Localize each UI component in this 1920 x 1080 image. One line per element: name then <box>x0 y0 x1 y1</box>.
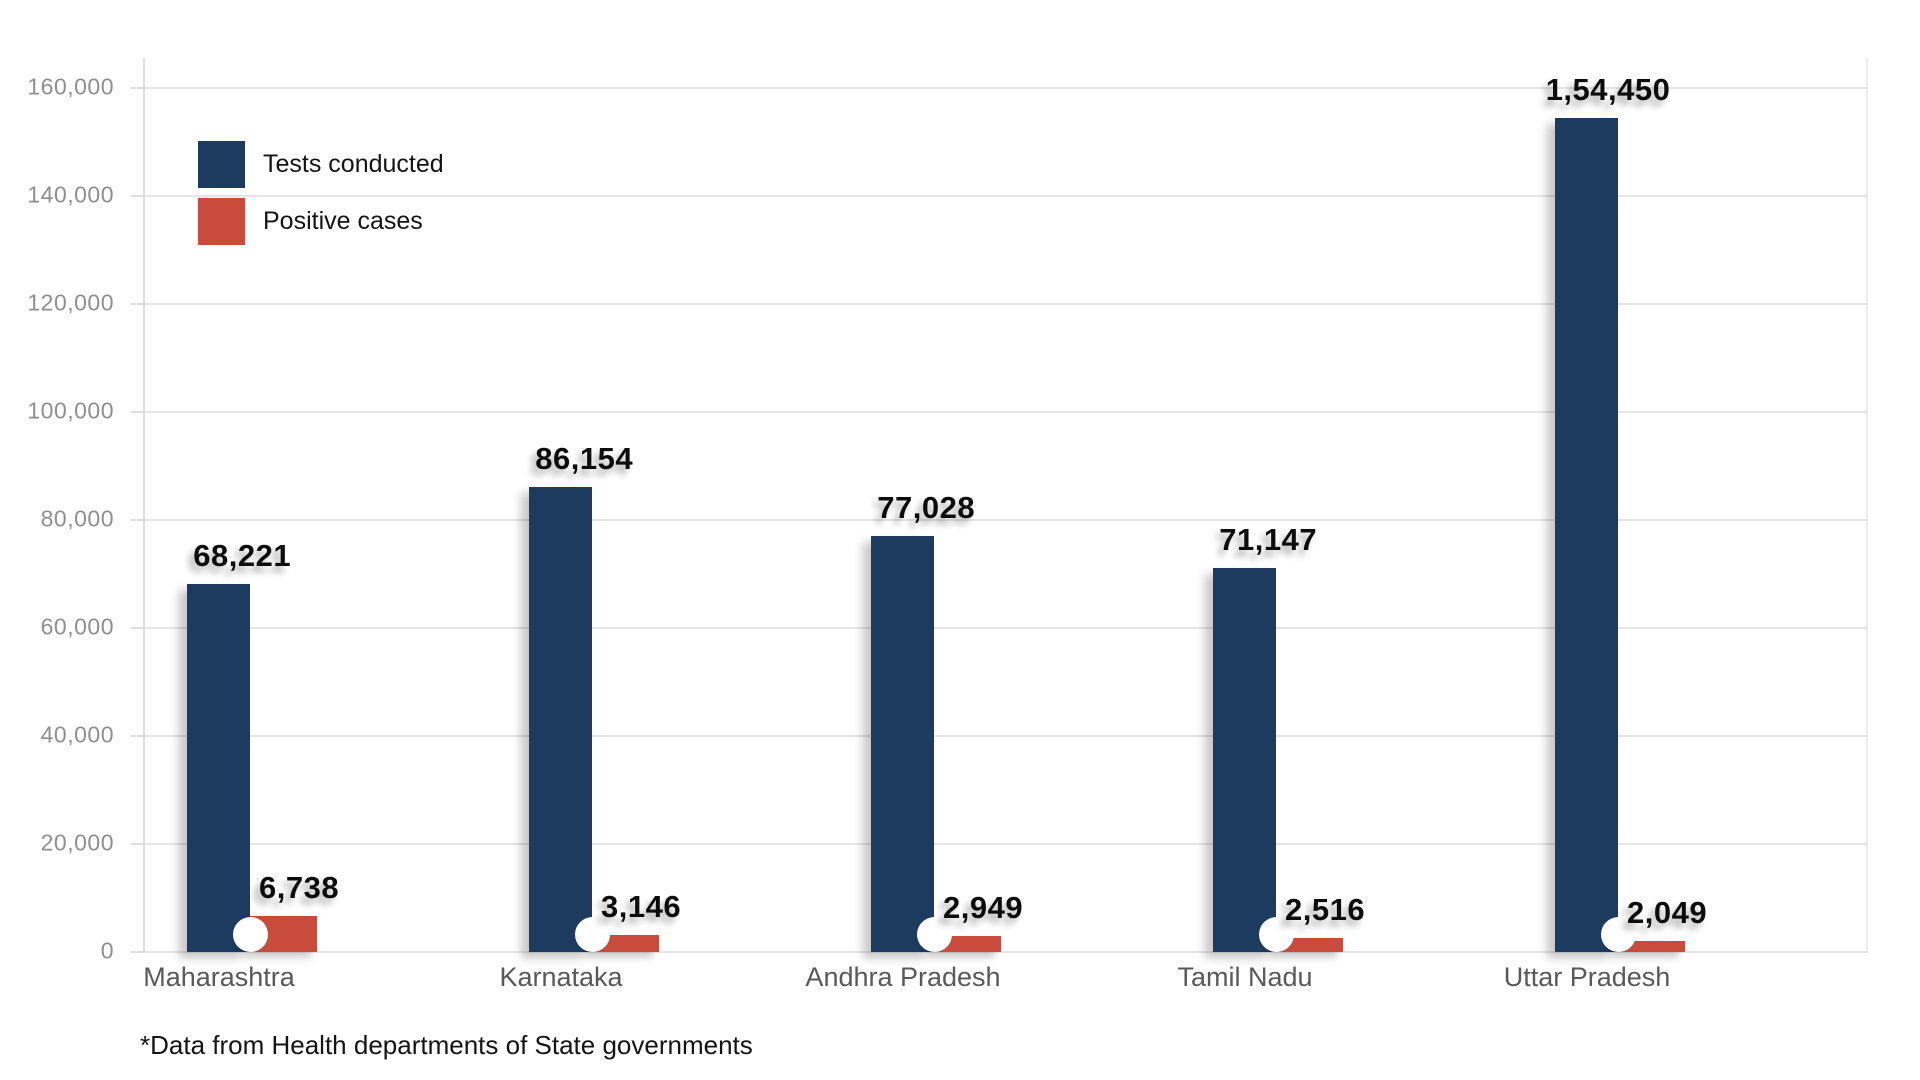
y-tick-mark <box>131 951 145 953</box>
legend: Tests conducted Positive cases <box>198 141 444 255</box>
y-tick-label-0: 0 <box>100 937 114 964</box>
legend-item-tests-conducted: Tests conducted <box>198 141 444 188</box>
positive-cases-value-uttar-pradesh: 2,049 <box>1627 894 1708 930</box>
legend-item-positive-cases: Positive cases <box>198 198 444 245</box>
tests-conducted-bar-andhra-pradesh <box>871 536 934 952</box>
y-tick-mark <box>131 303 145 305</box>
y-tick-label-140-000: 140,000 <box>27 181 114 208</box>
x-axis-label-karnataka: Karnataka <box>499 962 623 992</box>
tests-conducted-bar-karnataka <box>529 486 592 952</box>
y-tick-mark <box>131 627 145 629</box>
y-tick-label-60-000: 60,000 <box>40 613 114 640</box>
y-tick-mark <box>131 735 145 737</box>
y-tick-label-160-000: 160,000 <box>27 73 114 100</box>
positive-cases-value-karnataka: 3,146 <box>601 889 682 925</box>
tests-conducted-bar-uttar-pradesh <box>1555 117 1618 952</box>
gridline-0 <box>131 951 1868 953</box>
y-tick-mark <box>131 195 145 197</box>
gridline-20-000 <box>131 843 1868 845</box>
x-axis-labels: Maharashtra Karnataka Andhra Pradesh Tamil … <box>0 962 1920 1002</box>
footnote: *Data from Health departments of State g… <box>140 1030 753 1060</box>
tests-conducted-value-andhra-pradesh: 77,028 <box>877 490 976 526</box>
tests-conducted-value-maharashtra: 68,221 <box>193 537 292 573</box>
plot-right-border <box>1866 58 1868 952</box>
x-axis-label-andhra-pradesh: Andhra Pradesh <box>805 962 1001 992</box>
x-axis-label-tamil-nadu: Tamil Nadu <box>1177 962 1313 992</box>
positive-cases-bar-tamil-nadu <box>1276 938 1343 952</box>
x-axis-label-maharashtra: Maharashtra <box>143 962 295 992</box>
y-tick-label-100-000: 100,000 <box>27 397 114 424</box>
legend-label-tests-conducted: Tests conducted <box>263 150 444 178</box>
gridline-160-000 <box>131 87 1868 89</box>
y-tick-mark <box>131 87 145 89</box>
gridline-40-000 <box>131 735 1868 737</box>
x-axis-label-uttar-pradesh: Uttar Pradesh <box>1503 962 1671 992</box>
junction-dot-uttar-pradesh <box>1600 917 1636 952</box>
y-tick-label-80-000: 80,000 <box>40 505 114 532</box>
junction-dot-maharashtra <box>232 917 268 952</box>
positive-cases-swatch <box>198 198 245 245</box>
tests-conducted-value-karnataka: 86,154 <box>535 440 634 476</box>
positive-cases-value-maharashtra: 6,738 <box>259 869 340 905</box>
tests-conducted-bar-maharashtra <box>187 583 250 952</box>
positive-cases-value-tamil-nadu: 2,516 <box>1285 892 1366 928</box>
plot-area: 68,221 6,738 86,154 3,146 77,028 2,949 71,147 2… <box>131 58 1868 953</box>
y-tick-label-20-000: 20,000 <box>40 829 114 856</box>
y-axis-labels: 0 20,000 40,000 60,000 80,000 100,000 120,000 1… <box>0 74 128 964</box>
gridline-140-000 <box>131 195 1868 197</box>
y-tick-label-40-000: 40,000 <box>40 721 114 748</box>
tests-conducted-bar-tamil-nadu <box>1213 567 1276 952</box>
junction-dot-andhra-pradesh <box>916 917 952 952</box>
positive-cases-value-andhra-pradesh: 2,949 <box>943 890 1024 926</box>
y-tick-mark <box>131 519 145 521</box>
legend-label-positive-cases: Positive cases <box>263 207 423 235</box>
tests-conducted-value-uttar-pradesh: 1,54,450 <box>1545 71 1671 107</box>
y-tick-mark <box>131 843 145 845</box>
tests-conducted-swatch <box>198 141 245 188</box>
y-tick-label-120-000: 120,000 <box>27 289 114 316</box>
y-tick-mark <box>131 411 145 413</box>
junction-dot-tamil-nadu <box>1258 917 1294 952</box>
gridline-60-000 <box>131 627 1868 629</box>
y-axis-line <box>143 58 145 952</box>
junction-dot-karnataka <box>574 917 610 952</box>
gridline-120-000 <box>131 303 1868 305</box>
gridline-80-000 <box>131 519 1868 521</box>
positive-cases-bar-uttar-pradesh <box>1618 940 1685 952</box>
tests-conducted-value-tamil-nadu: 71,147 <box>1219 521 1318 557</box>
gridline-100-000 <box>131 411 1868 413</box>
